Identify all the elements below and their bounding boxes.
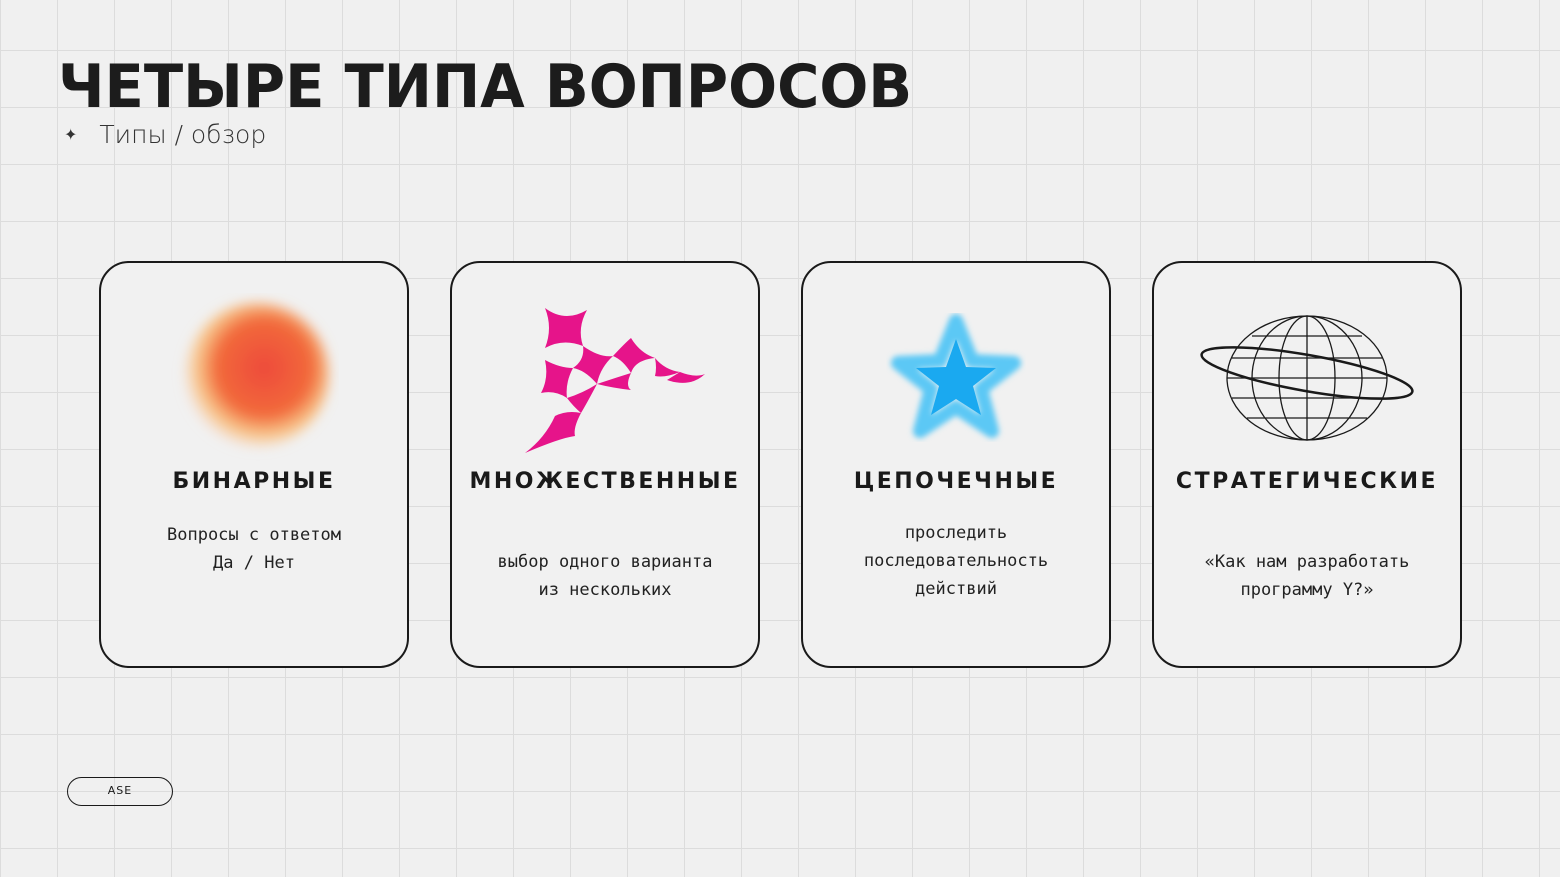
subtitle-text: Типы / обзор [99, 120, 267, 149]
card-chain: ЦЕПОЧЕЧНЫЕ проследить последовательность д… [801, 261, 1111, 668]
card-description: Вопросы с ответом Да / Нет [167, 525, 341, 573]
card-strategic: СТРАТЕГИЧЕСКИЕ «Как нам разработать прогр… [1152, 261, 1462, 668]
card-description: проследить последовательность действий [863, 523, 1049, 599]
card-description: выбор одного варианта из нескольких [497, 552, 713, 600]
card-title: ЦЕПОЧЕЧНЫЕ [853, 469, 1059, 494]
card-binary: БИНАРНЫЕ Вопросы с ответом Да / Нет [99, 261, 409, 668]
card-multiple: МНОЖЕСТВЕННЫЕ выбор одного варианта из не… [450, 261, 760, 668]
gradient-blob-icon [101, 293, 407, 463]
checkered-shape-icon [452, 293, 758, 463]
star-icon [803, 293, 1109, 463]
page-subtitle: ✦ Типы / обзор [64, 120, 266, 149]
page-title: ЧЕТЫРЕ ТИПА ВОПРОСОВ [58, 52, 913, 122]
sparkle-icon: ✦ [64, 125, 78, 144]
ase-badge: ASE [67, 777, 173, 806]
card-description: «Как нам разработать программу Y?» [1204, 552, 1410, 600]
card-title: СТРАТЕГИЧЕСКИЕ [1175, 469, 1439, 494]
globe-ring-icon [1154, 293, 1460, 463]
card-title: БИНАРНЫЕ [172, 469, 336, 494]
card-title: МНОЖЕСТВЕННЫЕ [469, 469, 741, 494]
